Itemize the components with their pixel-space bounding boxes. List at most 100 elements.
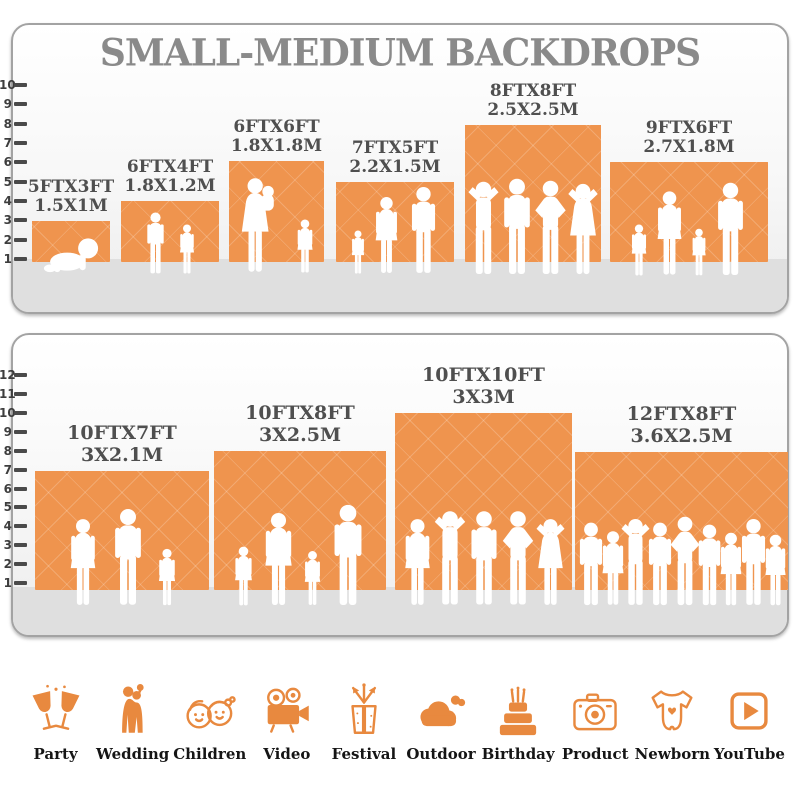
size-m-text: 3X2.1M: [80, 443, 164, 466]
girl-silhouette: [235, 546, 252, 606]
category-video: Video: [248, 653, 325, 763]
backdrop-size-label: 9FTX6FT 2.7X1.8M: [643, 117, 735, 157]
backdrop-10x8ft: 10FTX8FT 3X2.5M: [214, 402, 386, 606]
category-birthday: Birthday: [480, 653, 557, 763]
size-m-text: 3X3M: [452, 385, 515, 408]
mother-with-baby-silhouette: [241, 178, 274, 272]
people-silhouettes: [629, 182, 750, 276]
category-label: Wedding: [96, 745, 170, 763]
size-m-text: 1.8X1.8M: [230, 135, 323, 156]
size-ft-text: 7FTX5FT: [351, 137, 439, 158]
woman-silhouette: [375, 197, 398, 273]
girl-silhouette: [631, 224, 647, 276]
girl-silhouette: [296, 219, 313, 273]
category-label: Party: [33, 745, 78, 763]
man-silhouette: [334, 504, 362, 605]
size-ft-text: 5FTX3FT: [27, 176, 115, 197]
backdrop-size-label: 10FTX7FT 3X2.1M: [67, 422, 177, 466]
people-silhouettes: [400, 510, 568, 606]
backdrop-5x3ft: 5FTX3FT 1.5X1M: [28, 177, 114, 273]
people-silhouettes: [349, 186, 441, 274]
child-silhouette: [351, 230, 365, 274]
category-label: Outdoor: [406, 745, 476, 763]
man-silhouette: [470, 511, 497, 605]
woman-silhouette: [265, 512, 292, 606]
man-arms-up-silhouette: [434, 511, 465, 605]
category-youtube: YouTube: [711, 653, 788, 763]
category-party: Party: [17, 653, 94, 763]
size-m-text: 3.6X2.5M: [630, 424, 733, 447]
category-label: Video: [263, 745, 311, 763]
size-m-text: 2.2X1.5M: [349, 156, 441, 177]
panel-small-backdrops: SMALL-MEDIUM BACKDROPS 5FTX3FT 1.5X1M 6F…: [11, 23, 789, 314]
people-silhouettes: [143, 212, 197, 274]
people-silhouettes: [41, 236, 101, 274]
backdrop-size-label: 5FTX3FT 1.5X1M: [27, 176, 115, 216]
people-silhouettes: [232, 504, 369, 606]
size-ft-text: 10FTX8FT: [245, 402, 355, 425]
size-ft-text: 10FTX7FT: [67, 422, 177, 445]
people-silhouettes: [465, 178, 602, 275]
page-title: SMALL-MEDIUM BACKDROPS: [99, 30, 701, 76]
backdrop-9x6ft: 9FTX6FT 2.7X1.8M: [610, 118, 768, 276]
category-label: Festival: [331, 745, 397, 763]
category-label: Product: [561, 745, 629, 763]
size-ft-text: 6FTX4FT: [126, 156, 214, 177]
backdrop-10x7ft: 10FTX7FT 3X2.1M: [35, 422, 209, 606]
backdrop-size-label: 6FTX6FT 1.8X1.8M: [230, 116, 323, 156]
backdrop-size-label: 10FTX8FT 3X2.5M: [245, 402, 355, 446]
party-glasses-icon: [32, 684, 80, 730]
baby-silhouette: [43, 238, 99, 273]
outdoor-clouds-icon: [420, 695, 466, 727]
woman-silhouette: [764, 534, 786, 606]
backdrop-size-label: 10FTX10FT 3X3M: [422, 364, 545, 408]
girl-silhouette: [304, 551, 321, 605]
category-festival: Festival: [325, 653, 402, 763]
man-silhouette: [411, 186, 436, 273]
backdrop-12x8ft: 12FTX8FT 3.6X2.5M: [575, 403, 788, 606]
size-ft-text: 12FTX8FT: [626, 403, 737, 426]
category-product: Product: [557, 653, 634, 763]
size-m-text: 3X2.5M: [258, 423, 342, 446]
man-silhouette: [718, 182, 743, 276]
backdrop-6x4ft: 6FTX4FT 1.8X1.2M: [121, 157, 219, 274]
woman-silhouette: [70, 519, 96, 605]
size-ft-text: 10FTX10FT: [422, 364, 545, 387]
size-m-text: 2.7X1.8M: [643, 136, 735, 157]
size-m-text: 1.5X1M: [34, 195, 108, 216]
category-label: YouTube: [713, 745, 785, 763]
people-silhouettes: [574, 516, 790, 606]
woman-arms-up-silhouette: [536, 519, 564, 605]
woman-arms-up-silhouette: [568, 183, 598, 275]
floor-strip: [13, 259, 787, 312]
festival-gift-icon: [351, 683, 377, 734]
category-outdoor: Outdoor: [402, 653, 479, 763]
backdrop-size-label: 8FTX8FT 2.5X2.5M: [487, 81, 579, 120]
size-ft-text: 9FTX6FT: [645, 117, 733, 138]
girl-silhouette: [158, 548, 176, 606]
product-camera-icon: [573, 693, 617, 731]
category-children: Children: [171, 653, 248, 763]
backdrop-size-label: 6FTX4FT 1.8X1.2M: [124, 156, 216, 196]
woman-silhouette: [404, 519, 430, 605]
size-m-text: 2.5X2.5M: [487, 99, 579, 120]
birthday-cake-icon: [499, 686, 537, 736]
size-m-text: 1.8X1.2M: [124, 175, 216, 196]
backdrop-10x10ft: 10FTX10FT 3X3M: [395, 364, 572, 605]
people-silhouettes: [238, 177, 316, 273]
girl-silhouette: [180, 224, 194, 274]
backdrop-size-label: 7FTX5FT 2.2X1.5M: [349, 137, 441, 177]
category-label: Children: [173, 745, 247, 763]
category-label: Birthday: [481, 745, 555, 763]
people-silhouettes: [66, 508, 179, 606]
video-camera-icon: [266, 687, 309, 733]
woman-silhouette: [657, 191, 682, 275]
youtube-play-icon: [730, 692, 768, 730]
boy-silhouette: [147, 212, 164, 274]
backdrop-7x5ft: 7FTX5FT 2.2X1.5M: [336, 138, 454, 274]
category-row: Party Wedding Children: [17, 653, 788, 763]
size-ft-text: 6FTX6FT: [233, 116, 320, 137]
category-wedding: Wedding: [94, 653, 171, 763]
children-faces-icon: [186, 696, 236, 729]
panel-medium-backdrops: 10FTX7FT 3X2.1M 10FTX8FT 3X2.5M 10FTX10F…: [11, 333, 789, 637]
